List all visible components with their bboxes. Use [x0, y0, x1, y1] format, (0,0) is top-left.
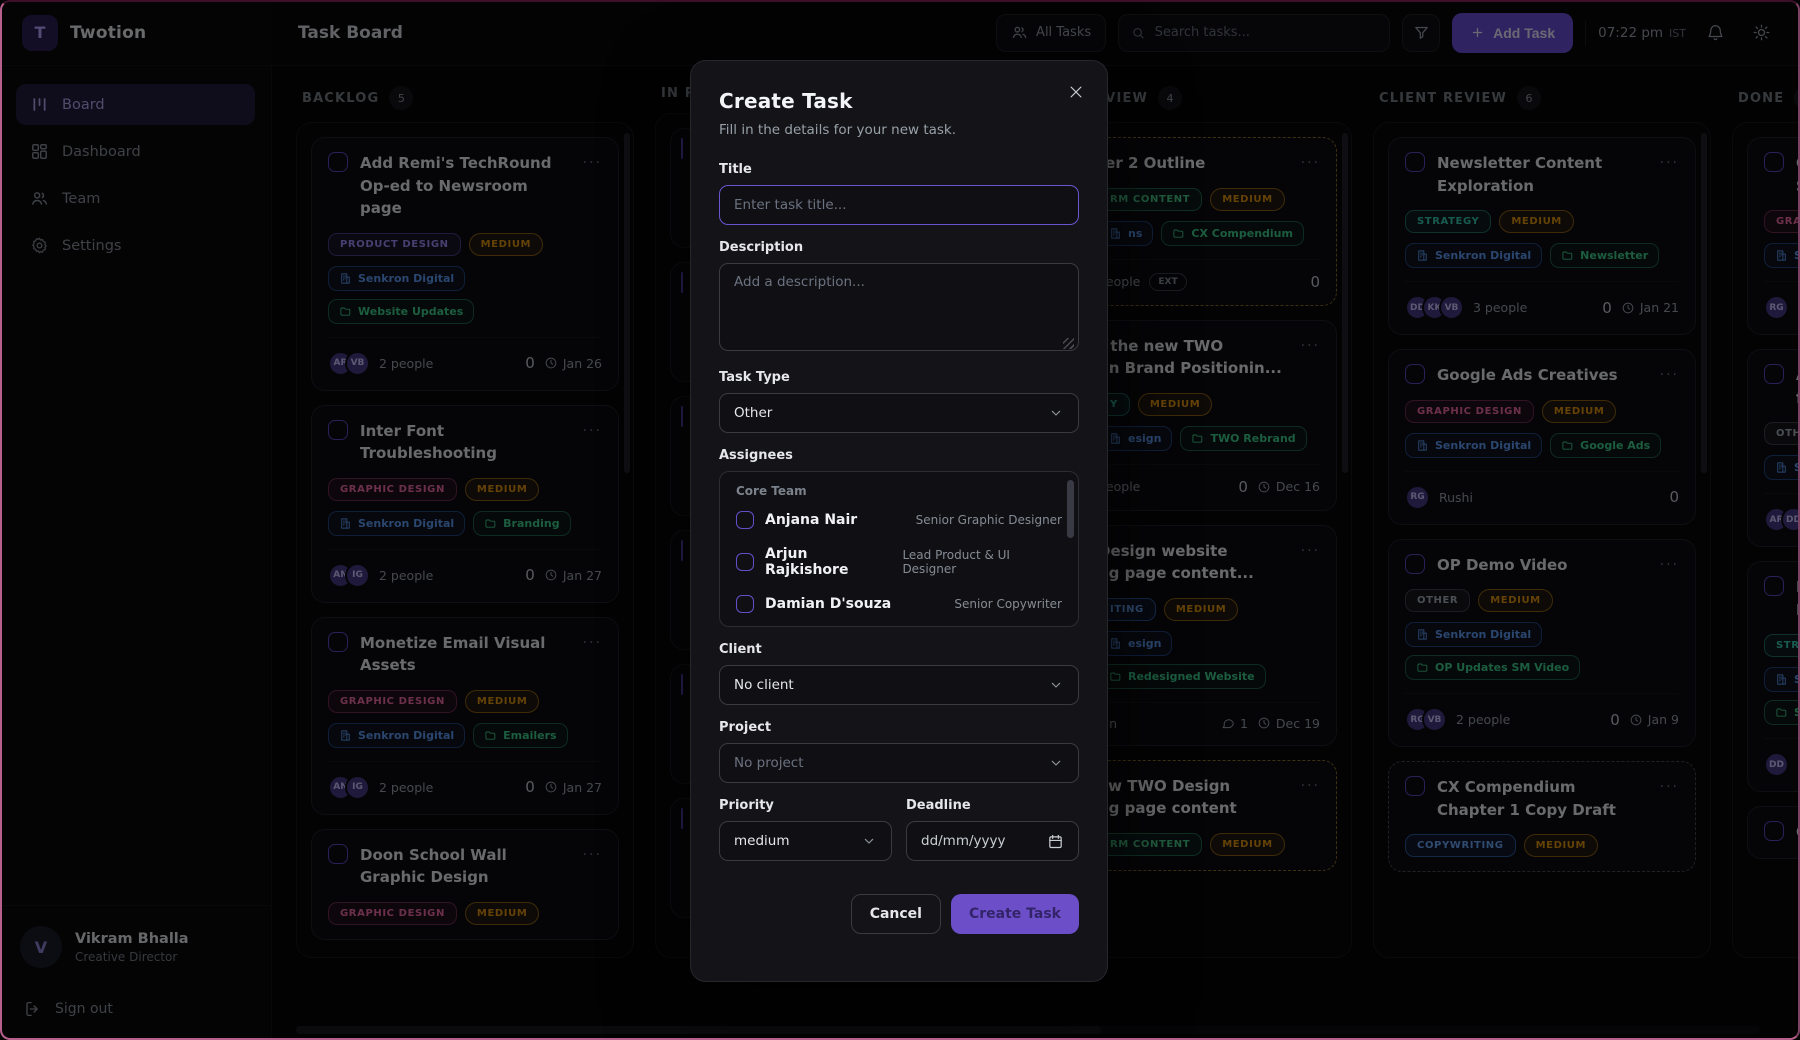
- project-label: Project: [719, 720, 772, 735]
- description-textarea[interactable]: [719, 263, 1079, 351]
- project-select[interactable]: No project: [719, 743, 1079, 783]
- cancel-button[interactable]: Cancel: [850, 894, 941, 934]
- project-value: No project: [734, 755, 804, 771]
- modal-subtitle: Fill in the details for your new task.: [719, 122, 957, 138]
- calendar-icon: [1047, 833, 1064, 850]
- assignee-name: Arjun Rajkishore: [765, 545, 849, 578]
- assignee-checkbox[interactable]: [736, 594, 754, 613]
- modal-title: Create Task: [719, 89, 853, 113]
- description-label: Description: [719, 240, 804, 255]
- assignee-role: Senior Graphic Designer: [915, 512, 1062, 527]
- chevron-down-icon: [1048, 405, 1064, 421]
- assignee-role: Senior Copywriter: [954, 596, 1062, 611]
- assignee-row[interactable]: Anjana Nair Senior Graphic Designer: [736, 502, 1062, 537]
- create-task-button[interactable]: Create Task: [950, 894, 1079, 934]
- assignee-name: Anjana Nair: [765, 511, 858, 528]
- assignee-name: Damian D'souza: [765, 595, 892, 612]
- assignees-list: Core Team Anjana Nair Senior Graphic Desi…: [719, 471, 1079, 627]
- priority-select[interactable]: medium: [719, 821, 892, 861]
- priority-label: Priority: [719, 798, 774, 813]
- assignee-checkbox[interactable]: [736, 552, 754, 571]
- deadline-input[interactable]: dd/mm/yyyy: [906, 821, 1079, 861]
- client-select[interactable]: No client: [719, 665, 1079, 705]
- chevron-down-icon: [861, 833, 877, 849]
- task-type-value: Other: [734, 405, 773, 421]
- close-icon[interactable]: [1067, 83, 1085, 101]
- priority-value: medium: [734, 833, 790, 849]
- deadline-label: Deadline: [906, 798, 971, 813]
- task-type-select[interactable]: Other: [719, 393, 1079, 433]
- client-label: Client: [719, 642, 762, 657]
- client-value: No client: [734, 677, 794, 693]
- task-title-input[interactable]: [719, 185, 1079, 225]
- assignees-scrollbar[interactable]: [1067, 480, 1074, 538]
- assignee-row[interactable]: Damian D'souza Senior Copywriter: [736, 586, 1062, 621]
- assignee-row[interactable]: Kamalpreet KaurHead of Content: [736, 621, 1062, 626]
- chevron-down-icon: [1048, 755, 1064, 771]
- assignees-label: Assignees: [719, 448, 793, 463]
- deadline-value: dd/mm/yyyy: [921, 833, 1006, 849]
- title-label: Title: [719, 162, 752, 177]
- create-task-modal: Create Task Fill in the details for your…: [690, 60, 1108, 982]
- assignee-group-label: Core Team: [736, 484, 807, 498]
- assignee-checkbox[interactable]: [736, 510, 754, 529]
- assignee-row[interactable]: Arjun Rajkishore Lead Product & UI Design…: [736, 537, 1062, 586]
- chevron-down-icon: [1048, 677, 1064, 693]
- assignee-role: Lead Product & UI Designer: [902, 547, 1010, 576]
- task-type-label: Task Type: [719, 370, 790, 385]
- resize-handle-icon[interactable]: [1063, 338, 1074, 349]
